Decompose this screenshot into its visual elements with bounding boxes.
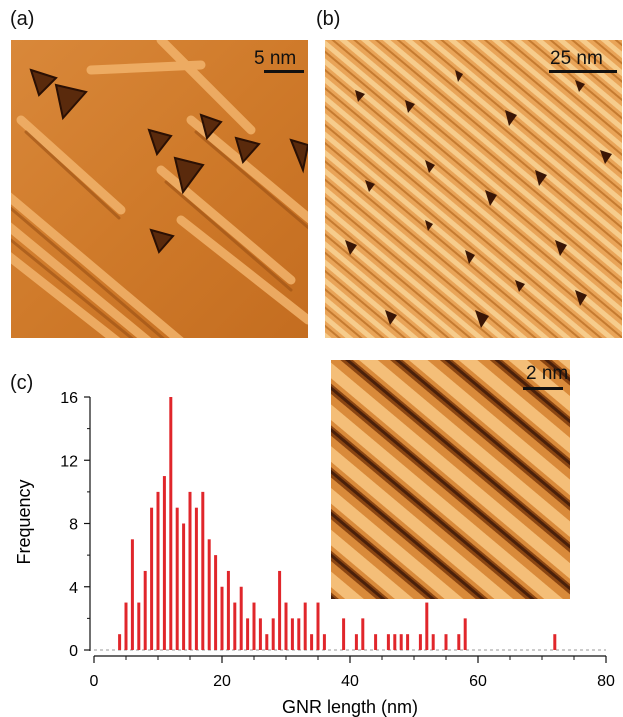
histogram-bar [431,634,435,650]
x-tick-label: 0 [90,673,99,690]
histogram-bar [233,602,237,650]
histogram-bar [418,634,422,650]
histogram-bar [156,491,160,650]
x-tick-label: 80 [597,673,615,690]
stm-inset-c [331,360,570,599]
histogram-bar [201,491,205,650]
histogram-bar [214,555,218,650]
histogram-bar [361,618,365,650]
histogram-bar [265,634,269,650]
histogram-bar [457,634,461,650]
histogram-bar [175,507,179,650]
scale-bar-label-a: 5 nm [254,48,297,69]
histogram-bar [284,602,288,650]
panel-b-label: (b) [316,8,341,30]
histogram-bar [354,634,358,650]
histogram-bar [290,618,294,650]
histogram-bar [342,618,346,650]
histogram-bar [386,634,390,650]
y-tick-label: 8 [69,517,78,534]
histogram-bar [553,634,557,650]
x-axis-label: GNR length (nm) [282,697,418,717]
histogram-bar [124,602,128,650]
y-tick-label: 4 [69,580,78,597]
x-tick-label: 20 [213,673,231,690]
histogram-bar [425,602,429,650]
histogram-bar [143,570,147,650]
scale-bar-label-b: 25 nm [550,48,603,69]
stm-image-a [11,40,308,338]
histogram-bar [278,570,282,650]
scale-bar-c [523,387,563,390]
x-tick-label: 40 [341,673,359,690]
histogram-bar [252,602,256,650]
histogram-bar [188,491,192,650]
histogram-bar [169,397,173,650]
histogram-bar [297,618,301,650]
histogram-bar [271,618,275,650]
histogram-bar [246,618,250,650]
histogram-bar [406,634,410,650]
histogram-bar [137,602,141,650]
histogram-bar [399,634,403,650]
histogram-bar [310,634,314,650]
y-axis-label: Frequency [14,479,34,564]
histogram-bar [463,618,467,650]
histogram-bar [374,634,378,650]
panel-a-label: (a) [10,8,35,30]
histogram-bar [444,634,448,650]
x-tick-label: 60 [469,673,487,690]
histogram-bar [162,476,166,650]
y-tick-label: 16 [60,390,78,407]
histogram-bar [393,634,397,650]
histogram-bar [303,602,307,650]
panel-c-label: (c) [10,372,34,394]
histogram-bar [118,634,122,650]
scale-bar-b [549,70,617,73]
y-tick-label: 12 [60,453,78,470]
histogram-bar [194,507,198,650]
histogram-bar [130,539,134,650]
stm-image-b [325,40,622,338]
histogram-bar [150,507,154,650]
y-tick-label: 0 [69,643,78,660]
histogram-bar [207,539,211,650]
histogram-bar [220,586,224,650]
scale-bar-label-c: 2 nm [526,363,569,384]
histogram-bar [258,618,262,650]
histogram-bar [239,586,243,650]
histogram-bar [316,602,320,650]
histogram-bar [226,570,230,650]
histogram-bar [182,523,186,650]
histogram-bar [322,634,326,650]
scale-bar-a [264,70,304,73]
